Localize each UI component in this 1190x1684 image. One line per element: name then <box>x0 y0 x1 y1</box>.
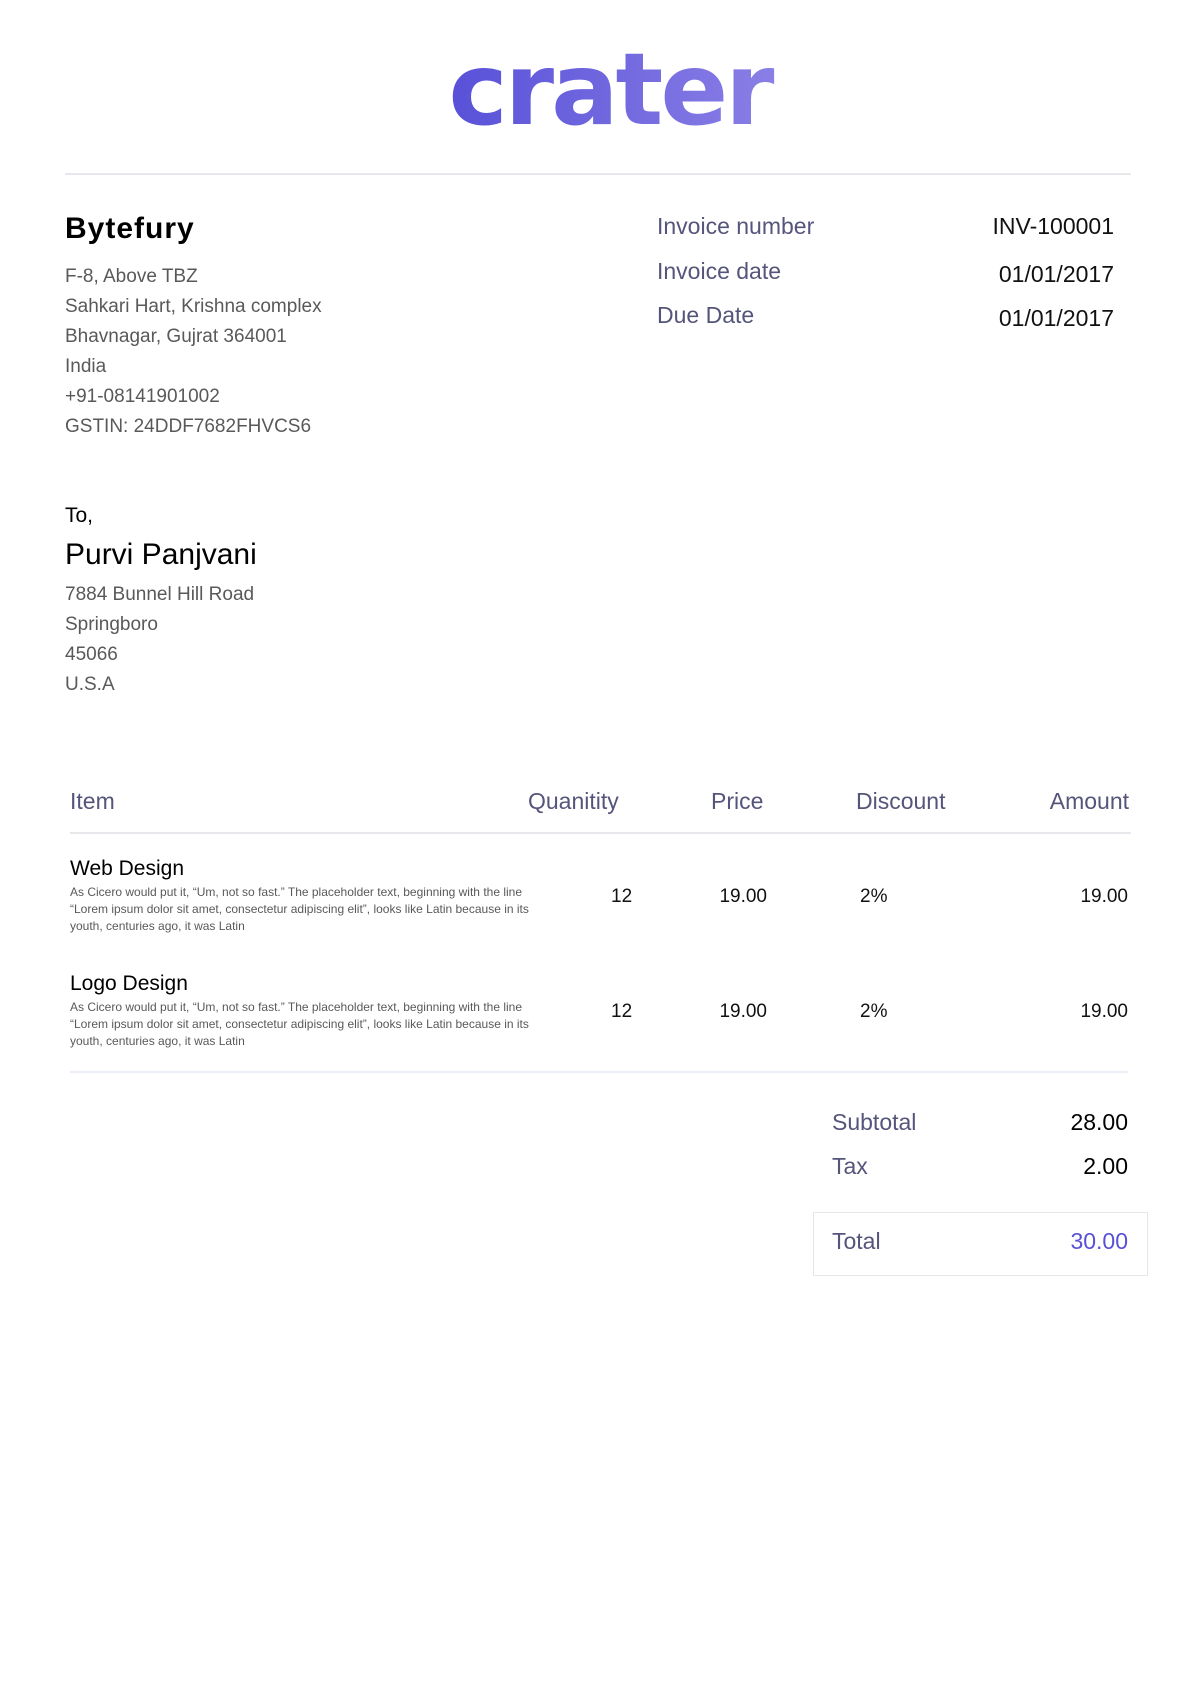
company-address-line: Sahkari Hart, Krishna complex <box>65 296 322 317</box>
billing-address-line: U.S.A <box>65 674 115 695</box>
billing-name: Purvi Panjvani <box>65 538 257 571</box>
invoice-number-label: Invoice number <box>657 213 815 239</box>
billing-address-line: 45066 <box>65 644 118 665</box>
header-divider <box>65 173 1131 175</box>
total-label: Total <box>832 1228 881 1254</box>
company-address-line: Bhavnagar, Gujrat 364001 <box>65 326 287 347</box>
item-amount: 19.00 <box>1080 1001 1128 1022</box>
item-description: As Cicero would put it, “Um, not so fast… <box>70 1000 529 1048</box>
invoice-number-value: INV-100001 <box>992 213 1114 239</box>
subtotal-label: Subtotal <box>832 1109 917 1135</box>
item-name: Logo Design <box>70 972 188 995</box>
table-header-divider <box>70 832 1131 834</box>
item-price: 19.00 <box>719 1001 767 1022</box>
company-address-line: India <box>65 356 107 377</box>
company-address: F-8, Above TBZ Sahkari Hart, Krishna com… <box>65 262 322 442</box>
item-price: 19.00 <box>719 886 767 907</box>
company-name: Bytefury <box>65 212 195 245</box>
item-description: As Cicero would put it, “Um, not so fast… <box>70 885 529 933</box>
total-box <box>813 1212 1148 1276</box>
header-item: Item <box>70 788 115 814</box>
item-amount: 19.00 <box>1080 886 1128 907</box>
item-name: Web Design <box>70 857 185 880</box>
due-date-label: Due Date <box>657 302 755 328</box>
item-quantity: 12 <box>611 886 633 907</box>
table-bottom-divider <box>70 1071 1128 1073</box>
header-price: Price <box>711 788 764 814</box>
company-gstin: GSTIN: 24DDF7682FHVCS6 <box>65 416 312 437</box>
billing-address-line: 7884 Bunnel Hill Road <box>65 584 255 605</box>
item-discount: 2% <box>860 1001 888 1022</box>
header-amount: Amount <box>1049 788 1129 814</box>
billing-address-line: Springboro <box>65 614 158 635</box>
company-phone: +91-08141901002 <box>65 386 220 407</box>
item-discount: 2% <box>860 886 888 907</box>
invoice-date-label: Invoice date <box>657 258 782 284</box>
tax-label: Tax <box>832 1153 868 1179</box>
billing-address: 7884 Bunnel Hill Road Springboro 45066 U… <box>65 580 254 700</box>
invoice-date-value: 01/01/2017 <box>998 261 1114 287</box>
svg-text:crater: crater <box>448 31 775 140</box>
header-discount: Discount <box>856 788 946 814</box>
company-address-line: F-8, Above TBZ <box>65 266 198 287</box>
crater-logo: crater <box>448 31 778 140</box>
due-date-value: 01/01/2017 <box>998 305 1114 331</box>
header-quantity: Quanitity <box>528 788 619 814</box>
subtotal-value: 28.00 <box>1070 1109 1128 1135</box>
tax-value: 2.00 <box>1083 1153 1128 1179</box>
item-quantity: 12 <box>611 1001 633 1022</box>
total-value: 30.00 <box>1070 1228 1128 1254</box>
billing-prefix: To, <box>65 504 94 527</box>
